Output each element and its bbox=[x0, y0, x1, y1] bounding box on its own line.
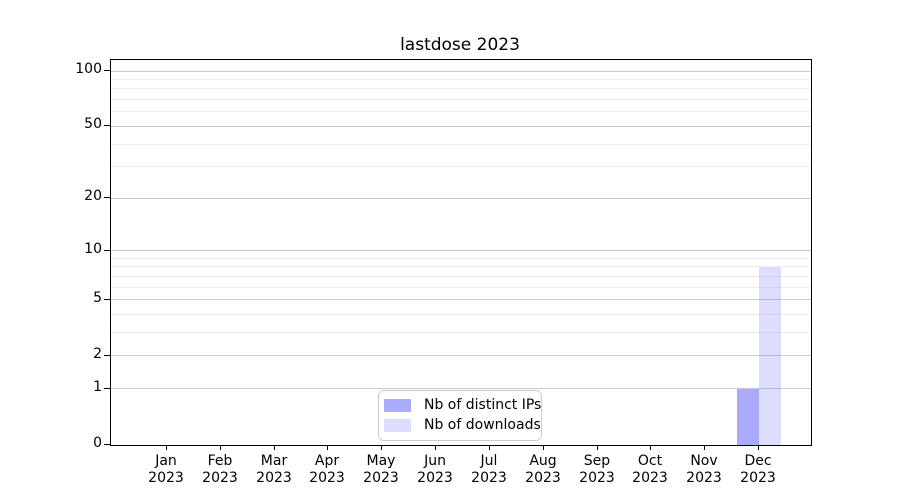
gridline-major bbox=[111, 299, 811, 301]
x-tick-label: Sep 2023 bbox=[579, 453, 615, 486]
x-tick-label: Feb 2023 bbox=[202, 453, 238, 486]
gridline-minor bbox=[111, 257, 811, 259]
y-tick-mark bbox=[104, 125, 110, 126]
x-tick-mark bbox=[220, 445, 221, 450]
legend: Nb of distinct IPs Nb of downloads bbox=[378, 390, 542, 441]
gridline-major bbox=[111, 197, 811, 199]
legend-item-downloads: Nb of downloads bbox=[384, 418, 541, 433]
gridline-minor bbox=[111, 286, 811, 288]
legend-item-distinct-ips: Nb of distinct IPs bbox=[384, 398, 541, 413]
gridline-minor bbox=[111, 166, 811, 168]
gridline-minor bbox=[111, 78, 811, 80]
legend-swatch-downloads bbox=[384, 419, 411, 432]
y-tick-mark bbox=[104, 444, 110, 445]
gridline-minor bbox=[111, 111, 811, 113]
gridline-minor bbox=[111, 143, 811, 145]
x-tick-mark bbox=[327, 445, 328, 450]
gridline-minor bbox=[111, 266, 811, 268]
x-tick-mark bbox=[758, 445, 759, 450]
x-tick-label: Jun 2023 bbox=[417, 453, 453, 486]
y-tick-label: 10 bbox=[84, 241, 102, 257]
y-tick-label: 1 bbox=[93, 379, 102, 395]
gridline-major bbox=[111, 355, 811, 357]
y-tick-label: 0 bbox=[93, 435, 102, 451]
x-tick-mark bbox=[489, 445, 490, 450]
x-tick-label: Aug 2023 bbox=[525, 453, 561, 486]
y-tick-label: 50 bbox=[84, 116, 102, 132]
legend-label-distinct-ips: Nb of distinct IPs bbox=[424, 397, 542, 413]
x-tick-mark bbox=[650, 445, 651, 450]
x-tick-mark bbox=[435, 445, 436, 450]
x-tick-mark bbox=[274, 445, 275, 450]
y-tick-mark bbox=[104, 355, 110, 356]
gridline-major bbox=[111, 125, 811, 127]
x-tick-label: Apr 2023 bbox=[309, 453, 345, 486]
x-tick-label: Jan 2023 bbox=[148, 453, 184, 486]
gridline-major bbox=[111, 388, 811, 390]
x-tick-label: Jul 2023 bbox=[471, 453, 507, 486]
gridline-minor bbox=[111, 314, 811, 316]
x-tick-label: May 2023 bbox=[363, 453, 399, 486]
legend-swatch-distinct-ips bbox=[384, 399, 411, 412]
x-tick-label: Oct 2023 bbox=[632, 453, 668, 486]
gridline-minor bbox=[111, 88, 811, 90]
x-tick-mark bbox=[597, 445, 598, 450]
y-tick-label: 100 bbox=[75, 61, 102, 77]
x-tick-mark bbox=[381, 445, 382, 450]
gridline-minor bbox=[111, 99, 811, 101]
y-tick-mark bbox=[104, 70, 110, 71]
gridline-minor bbox=[111, 275, 811, 277]
x-tick-mark bbox=[704, 445, 705, 450]
y-tick-mark bbox=[104, 250, 110, 251]
chart-title: lastdose 2023 bbox=[400, 35, 520, 55]
x-tick-label: Dec 2023 bbox=[740, 453, 776, 486]
gridline-major bbox=[111, 70, 811, 72]
gridline-minor bbox=[111, 332, 811, 334]
legend-label-downloads: Nb of downloads bbox=[424, 417, 541, 433]
y-tick-mark bbox=[104, 299, 110, 300]
gridline-major bbox=[111, 250, 811, 252]
x-tick-mark bbox=[166, 445, 167, 450]
y-tick-label: 2 bbox=[93, 346, 102, 362]
y-tick-label: 5 bbox=[93, 290, 102, 306]
plot-area bbox=[110, 59, 812, 446]
y-tick-mark bbox=[104, 197, 110, 198]
x-tick-mark bbox=[543, 445, 544, 450]
y-tick-label: 20 bbox=[84, 188, 102, 204]
y-tick-mark bbox=[104, 388, 110, 389]
x-tick-label: Nov 2023 bbox=[686, 453, 722, 486]
x-tick-label: Mar 2023 bbox=[256, 453, 292, 486]
bar-distinct-ips bbox=[737, 388, 759, 445]
bar-downloads bbox=[759, 266, 781, 445]
